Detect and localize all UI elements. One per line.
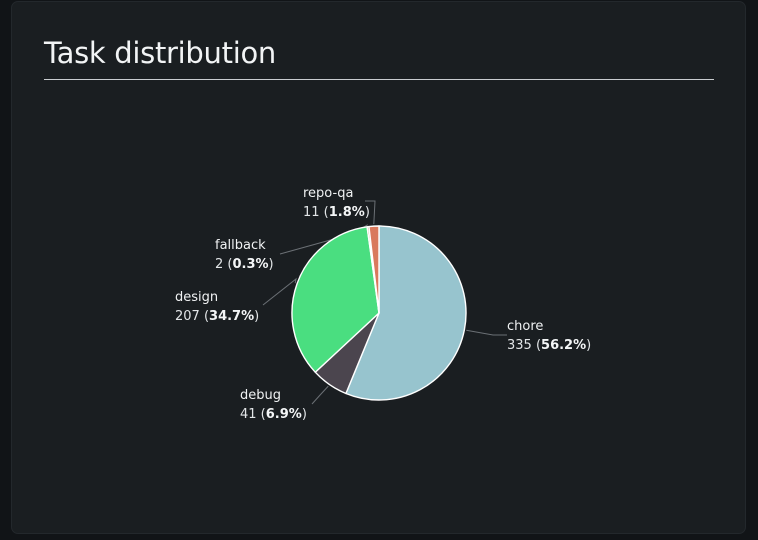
pie-slice-design[interactable] — [291, 226, 380, 373]
slice-label-name-fallback: fallback — [215, 238, 266, 253]
pie-slice-chore[interactable] — [345, 225, 467, 401]
leader-line-repo-qa — [365, 200, 376, 225]
page-title: Task distribution — [44, 36, 276, 70]
slice-label-name-repo-qa: repo-qa — [303, 186, 353, 201]
slice-labels: chore 335 (56.2%) debug 41 (6.9%) design 207 … — [175, 186, 591, 422]
slice-label-name-design: design — [175, 290, 218, 305]
slice-label-value-repo-qa: 11 (1.8%) — [303, 205, 370, 220]
title-divider — [44, 79, 714, 80]
slice-label-value-design: 207 (34.7%) — [175, 309, 259, 324]
leader-line-design — [262, 277, 297, 306]
pie-slices — [291, 225, 467, 401]
leader-line-chore — [466, 329, 507, 336]
pie-slice-repo-qa[interactable] — [368, 225, 380, 314]
slice-label-value-debug: 41 (6.9%) — [240, 407, 307, 422]
slice-label-value-chore: 335 (56.2%) — [507, 338, 591, 353]
leader-line-debug — [311, 385, 329, 405]
slice-label-value-fallback: 2 (0.3%) — [215, 257, 274, 272]
slice-label-name-chore: chore — [507, 319, 543, 334]
slice-label-name-debug: debug — [240, 388, 281, 403]
